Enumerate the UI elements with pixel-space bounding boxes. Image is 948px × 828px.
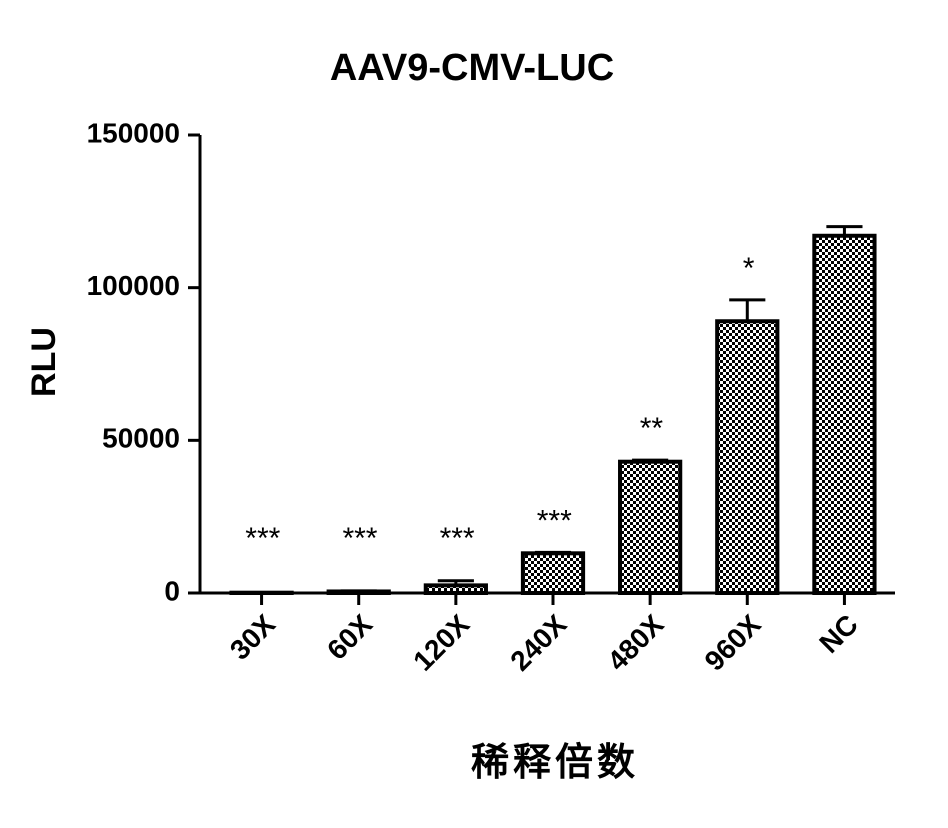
x-tick-label: 480X	[601, 608, 669, 676]
significance-label: **	[638, 412, 663, 445]
bar	[326, 589, 391, 595]
bar	[812, 233, 877, 595]
y-tick-label: 100000	[87, 270, 180, 301]
bar	[715, 319, 780, 595]
chart-title: AAV9-CMV-LUC	[330, 47, 614, 89]
x-tick-label: 120X	[407, 608, 475, 676]
significance-label: *	[741, 252, 754, 285]
y-tick-label: 150000	[87, 117, 180, 148]
bar	[618, 459, 683, 595]
y-axis-label: RLU	[25, 327, 63, 397]
significance-label: ***	[341, 522, 377, 555]
x-axis-label: 稀释倍数	[471, 742, 639, 784]
significance-label: ***	[535, 504, 571, 537]
x-tick-label: 960X	[699, 608, 767, 676]
x-tick-label: 60X	[321, 608, 378, 665]
x-tick-label: 30X	[224, 608, 281, 665]
y-tick-label: 0	[164, 575, 180, 606]
x-tick-label: 240X	[504, 608, 572, 676]
significance-label: ***	[438, 522, 474, 555]
x-tick-label: NC	[813, 609, 864, 660]
y-tick-label: 50000	[102, 423, 180, 454]
bar	[520, 551, 586, 595]
bar	[423, 583, 488, 595]
significance-label: ***	[244, 522, 280, 555]
